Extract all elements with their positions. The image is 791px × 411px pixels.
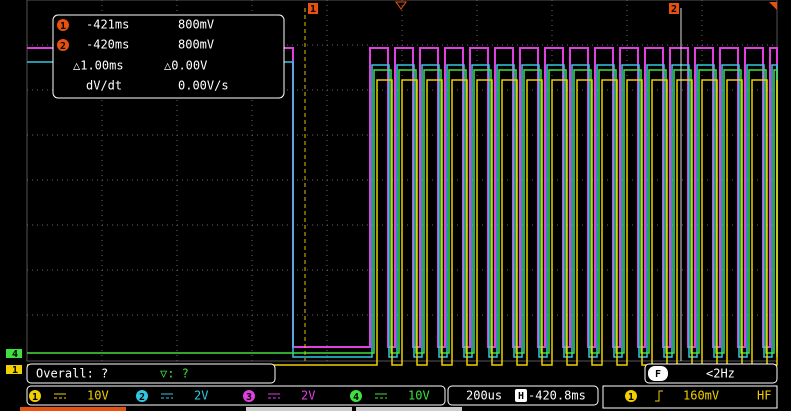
- channels: 1 10V 2 2V 3 2V 4 10V: [29, 389, 430, 403]
- channel-number: 1: [32, 392, 38, 403]
- cursor-1-label: 1: [310, 4, 316, 15]
- menu-tab[interactable]: [356, 407, 462, 411]
- channel-number: 2: [139, 392, 145, 403]
- ch4-level: [6, 349, 22, 358]
- ch4-level-label: 4: [12, 349, 18, 360]
- trigger-coupling: HF: [757, 389, 771, 403]
- row-2-time: -420ms: [86, 38, 129, 52]
- row-2-icon: [57, 39, 69, 51]
- frequency-box[interactable]: [644, 363, 778, 384]
- measure-box: [26, 363, 276, 384]
- frequency: <2Hz: [706, 367, 735, 381]
- trigger-level: 160mV: [683, 389, 719, 403]
- ch1-level-label: 1: [12, 365, 18, 376]
- cursor-2-label: 2: [671, 4, 677, 15]
- row-1-marker: 1: [60, 21, 66, 32]
- channel-icon: [350, 390, 362, 402]
- cursor-2-tag: [669, 3, 679, 14]
- delta-volt: △0.00V: [164, 59, 207, 73]
- delta-time: △1.00ms: [73, 59, 124, 73]
- menu-tab[interactable]: [246, 407, 352, 411]
- row-2-volt: 800mV: [178, 38, 214, 52]
- measure: Overall: ?: [36, 367, 108, 381]
- trigger-box[interactable]: [602, 385, 778, 409]
- row-1-volt: 800mV: [178, 18, 214, 32]
- row-2-marker: 2: [60, 41, 66, 52]
- waveforms: [27, 47, 778, 366]
- row-1-time: -421ms: [86, 18, 129, 32]
- row-1-icon: [57, 19, 69, 31]
- menu-tab[interactable]: [20, 407, 126, 411]
- cursor-readout: [52, 14, 285, 99]
- channel-scale: 10V: [408, 389, 430, 403]
- timebase-scale: 200us: [466, 389, 502, 403]
- ch4-wave: [27, 69, 778, 354]
- trigger-state: ▽: ?: [160, 367, 189, 381]
- trigger-source: 1: [628, 392, 634, 403]
- filter: F: [655, 369, 661, 380]
- offset-icon: H: [518, 391, 524, 402]
- channel-icon: [29, 390, 41, 402]
- ch1-wave: [27, 79, 778, 366]
- cursor-1-tag: [308, 3, 318, 14]
- channel-number: 4: [353, 392, 359, 403]
- rate: 0.00V/s: [178, 79, 229, 93]
- offset-icon-bg: [515, 389, 527, 402]
- channel-scale: 10V: [87, 389, 109, 403]
- channel-icon: [243, 390, 255, 402]
- filter-icon: [648, 366, 668, 381]
- trigger-source-icon: [625, 390, 637, 402]
- rate-label: dV/dt: [86, 79, 122, 93]
- channel-icon: [136, 390, 148, 402]
- channel-scale: 2V: [301, 389, 315, 403]
- channel-scale: 2V: [194, 389, 208, 403]
- trigger-position: [395, 1, 407, 10]
- timebase-offset: -420.8ms: [528, 389, 586, 403]
- ch1-level: [6, 365, 22, 374]
- offscreen-marker: [769, 2, 777, 10]
- channel-number: 3: [246, 392, 252, 403]
- channel-box: [26, 385, 446, 406]
- trigger-edge-icon: [655, 390, 663, 402]
